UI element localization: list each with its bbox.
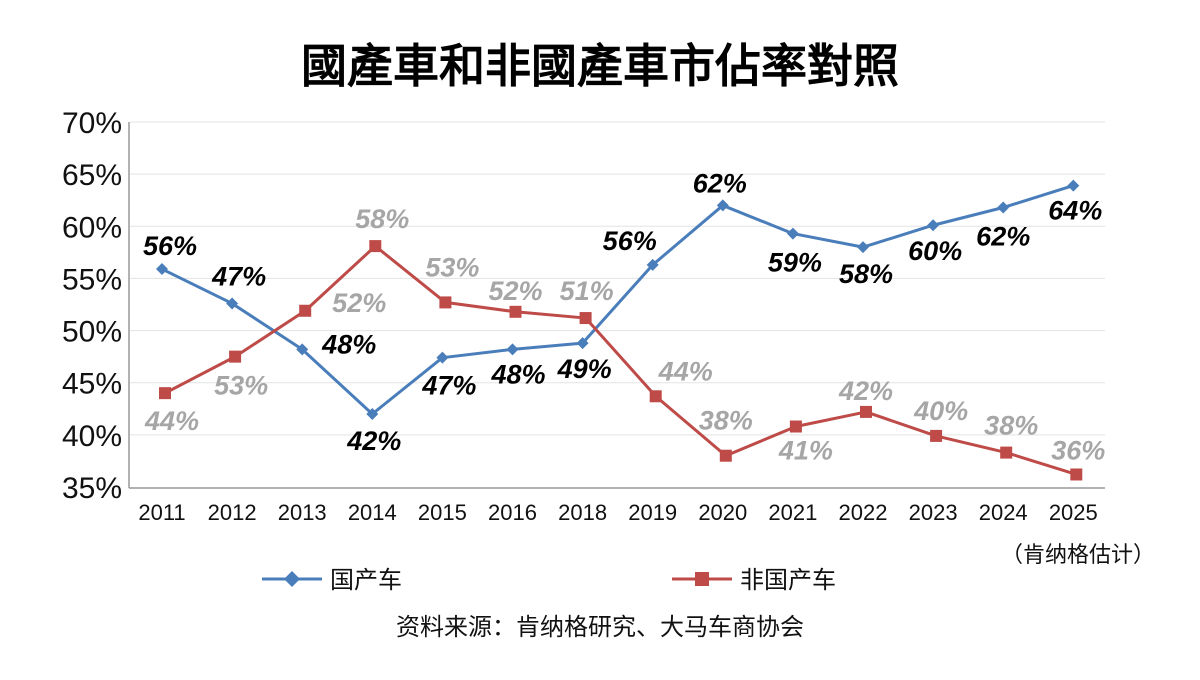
legend-diamond-icon [284, 571, 300, 587]
data-point-domestic [786, 227, 799, 240]
data-label-domestic: 62% [976, 222, 1030, 252]
y-tick-label: 50% [62, 316, 122, 349]
data-point-nondomestic [860, 405, 872, 418]
data-point-domestic [296, 343, 309, 356]
data-point-nondomestic [439, 296, 452, 309]
chart-title: 國產車和非國產車市佔率對照 [301, 39, 899, 93]
data-point-domestic [576, 337, 589, 350]
x-tick-label: 2024 [979, 500, 1028, 525]
data-point-nondomestic [930, 429, 943, 442]
data-point-nondomestic [509, 305, 522, 318]
data-label-domestic: 62% [693, 168, 747, 198]
y-tick-label: 60% [62, 211, 122, 244]
data-point-domestic [156, 263, 168, 276]
data-label-nondomestic: 53% [425, 252, 479, 282]
data-label-domestic: 58% [839, 259, 893, 289]
x-tick-label: 2015 [418, 500, 467, 525]
data-point-nondomestic [229, 350, 242, 363]
data-point-nondomestic [649, 390, 662, 403]
x-tick-label: 2019 [628, 500, 677, 525]
x-tick-label: 2022 [839, 500, 888, 525]
series-line-domestic [161, 184, 1074, 416]
data-point-domestic [506, 343, 519, 356]
legend-label-nondomestic: 非国产车 [740, 566, 836, 594]
data-point-domestic [1067, 179, 1080, 192]
y-tick-label: 35% [62, 472, 122, 505]
data-label-domestic: 42% [346, 426, 401, 456]
data-label-nondomestic: 52% [488, 276, 542, 306]
data-point-domestic [716, 199, 729, 212]
y-tick-label: 40% [62, 420, 122, 453]
data-label-domestic: 49% [557, 354, 612, 384]
legend: 国产车 非国产车 [262, 566, 836, 594]
data-label-domestic: 47% [211, 261, 266, 291]
data-point-nondomestic [369, 240, 382, 253]
x-tick-label: 2021 [768, 500, 817, 525]
data-point-domestic [927, 219, 940, 232]
data-label-domestic: 60% [908, 236, 962, 266]
x-tick-label: 2014 [348, 500, 397, 525]
data-label-domestic: 64% [1048, 196, 1102, 226]
x-tick-label: 2012 [208, 500, 257, 525]
data-label-domestic: 47% [421, 371, 476, 401]
data-label-domestic: 59% [768, 248, 822, 278]
x-tick-label: 2011 [138, 500, 185, 525]
grid [130, 121, 1105, 436]
data-point-domestic [226, 297, 239, 310]
data-point-domestic [997, 201, 1010, 214]
data-label-nondomestic: 41% [778, 436, 833, 466]
data-point-nondomestic [159, 387, 171, 400]
source-note: 资料来源：肯纳格研究、大马车商协会 [396, 613, 804, 641]
data-point-domestic [646, 258, 659, 271]
y-tick-label: 55% [62, 263, 122, 296]
data-point-nondomestic [719, 449, 732, 462]
data-label-nondomestic: 38% [984, 411, 1038, 441]
data-point-nondomestic [299, 304, 312, 317]
data-label-domestic: 48% [490, 359, 545, 389]
data-label-nondomestic: 53% [214, 371, 268, 401]
data-label-nondomestic: 44% [658, 356, 713, 386]
y-tick-label: 45% [62, 368, 122, 401]
x-tick-label: 2018 [558, 500, 607, 525]
data-label-nondomestic: 58% [355, 204, 409, 234]
x-tick-label: 2013 [278, 500, 327, 525]
x-tick-label: 2016 [488, 500, 537, 525]
series-line-nondomestic [164, 244, 1077, 476]
data-label-nondomestic: 40% [913, 396, 968, 426]
data-label-nondomestic: 36% [1051, 435, 1105, 465]
x-axis-note: （肯纳格估计） [1001, 543, 1155, 568]
data-label-nondomestic: 51% [560, 276, 614, 306]
x-tick-label: 2025 [1049, 500, 1098, 525]
data-label-domestic: 48% [321, 329, 376, 359]
data-label-domestic: 56% [603, 226, 657, 256]
legend-square-icon [695, 572, 709, 586]
data-point-domestic [366, 408, 379, 420]
data-point-domestic [857, 241, 869, 254]
x-tick-label: 2020 [698, 500, 747, 525]
data-point-domestic [436, 351, 449, 364]
data-label-nondomestic: 52% [332, 288, 386, 318]
data-point-nondomestic [1000, 446, 1013, 459]
data-point-nondomestic [579, 312, 592, 325]
data-label-domestic: 56% [143, 231, 197, 261]
legend-label-domestic: 国产车 [330, 566, 402, 594]
y-tick-label: 65% [62, 159, 122, 192]
y-tick-label: 70% [62, 107, 122, 140]
data-label-nondomestic: 44% [144, 406, 199, 436]
data-point-nondomestic [1070, 468, 1083, 481]
data-label-nondomestic: 38% [699, 406, 753, 436]
data-point-nondomestic [789, 420, 802, 433]
x-tick-label: 2023 [909, 500, 958, 525]
data-label-nondomestic: 42% [838, 376, 893, 406]
